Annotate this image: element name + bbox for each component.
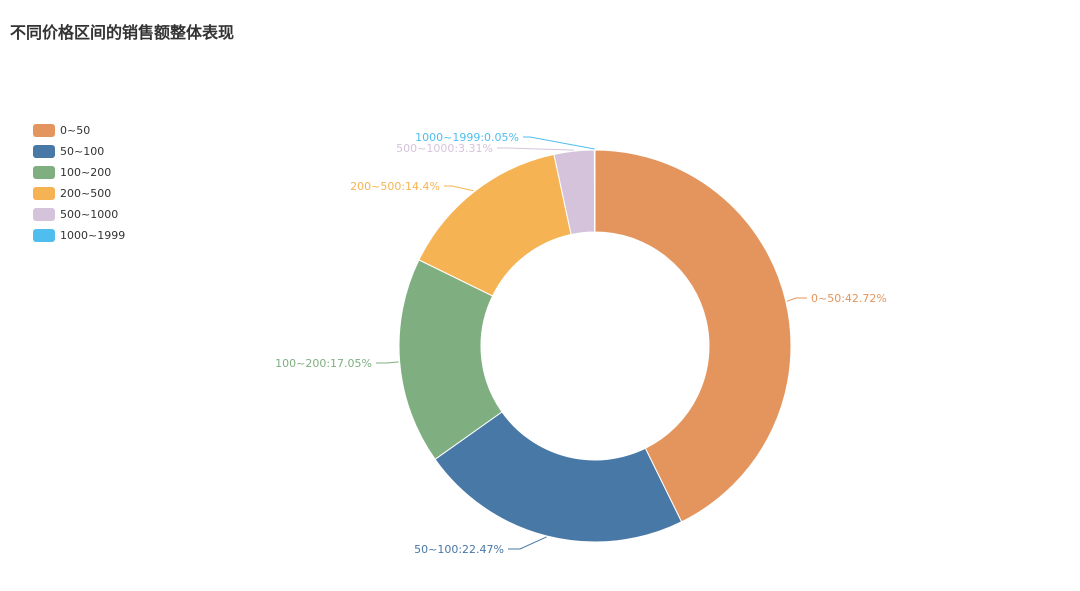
legend-item-500-1000[interactable]: 500~1000 (33, 204, 125, 225)
leader-line (508, 536, 547, 550)
leader-line (786, 297, 807, 302)
leader-line (376, 361, 399, 364)
legend-label: 50~100 (60, 145, 105, 158)
legend-swatch (33, 208, 55, 221)
legend-item-50-100[interactable]: 50~100 (33, 141, 125, 162)
data-label: 50~100:22.47% (414, 543, 504, 556)
donut-slice-0-50[interactable] (594, 149, 792, 523)
legend-item-0-50[interactable]: 0~50 (33, 120, 125, 141)
legend-swatch (33, 187, 55, 200)
legend-item-200-500[interactable]: 200~500 (33, 183, 125, 204)
leader-line (444, 185, 474, 192)
legend-label: 0~50 (60, 124, 91, 137)
data-label: 1000~1999:0.05% (415, 131, 519, 144)
donut-slice-1000-1999[interactable] (593, 149, 596, 233)
legend-item-1000-1999[interactable]: 1000~1999 (33, 225, 125, 246)
legend-item-100-200[interactable]: 100~200 (33, 162, 125, 183)
legend: 0~50 50~100 100~200 200~500 500~1000 100… (33, 120, 125, 246)
data-labels: 0~50:42.72% 50~100:22.47% 100~200:17.05% 20… (275, 131, 887, 556)
legend-label: 1000~1999 (60, 229, 126, 242)
data-label: 0~50:42.72% (811, 292, 887, 305)
legend-swatch (33, 229, 55, 242)
legend-label: 500~1000 (60, 208, 119, 221)
donut-slices (398, 149, 792, 543)
legend-swatch (33, 124, 55, 137)
legend-swatch (33, 145, 55, 158)
legend-label: 100~200 (60, 166, 112, 179)
data-label: 200~500:14.4% (350, 180, 440, 193)
chart-title: 不同价格区间的销售额整体表现 (10, 23, 235, 42)
label-leader-lines (376, 136, 807, 550)
donut-slice-50-100[interactable] (434, 411, 683, 543)
legend-swatch (33, 166, 55, 179)
leader-line (497, 147, 574, 151)
data-label: 100~200:17.05% (275, 357, 372, 370)
leader-line (523, 136, 595, 150)
legend-label: 200~500 (60, 187, 112, 200)
data-label: 500~1000:3.31% (396, 142, 493, 155)
